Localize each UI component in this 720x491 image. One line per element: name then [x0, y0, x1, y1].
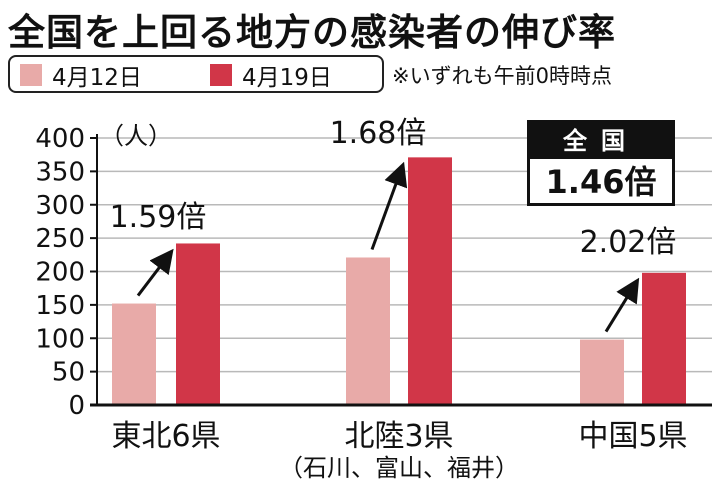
y-tick-label: 250 — [35, 224, 85, 254]
category-sublabel: （石川、富山、福井） — [279, 454, 519, 482]
category-label: 北陸3県 — [344, 419, 453, 454]
growth-arrow — [604, 277, 640, 333]
bar-apr12 — [346, 257, 390, 405]
ratio-label: 1.68倍 — [330, 116, 427, 151]
y-tick-label: 350 — [35, 157, 85, 187]
legend-swatch-apr19 — [210, 64, 232, 86]
y-tick-label: 300 — [35, 191, 85, 221]
ratio-label: 2.02倍 — [580, 225, 677, 260]
y-unit-label: （人） — [100, 122, 172, 150]
legend-item-apr12: 4月12日 — [20, 63, 142, 91]
y-tick-label: 0 — [68, 391, 85, 421]
legend-note: ※いずれも午前0時時点 — [392, 64, 612, 88]
y-tick-label: 50 — [52, 358, 85, 388]
y-tick-label: 100 — [35, 324, 85, 354]
national-ratio-box: 全国 1.46倍 — [527, 120, 675, 206]
legend-swatch-apr12 — [20, 64, 42, 86]
chart-title: 全国を上回る地方の感染者の伸び率 — [8, 11, 616, 54]
legend-label-apr19: 4月19日 — [242, 65, 332, 91]
bar-apr19 — [408, 157, 452, 405]
national-value: 1.46倍 — [545, 163, 657, 201]
ratio-label: 1.59倍 — [110, 200, 207, 235]
bar-apr12 — [580, 339, 624, 405]
category-label: 東北6県 — [111, 419, 220, 454]
growth-arrow — [136, 248, 174, 297]
y-tick-label: 200 — [35, 258, 85, 288]
bar-apr19 — [642, 272, 686, 405]
legend: 4月12日 4月19日 — [8, 55, 384, 93]
legend-label-apr12: 4月12日 — [52, 65, 142, 91]
category-label: 中国5県 — [578, 419, 687, 454]
growth-arrow — [370, 161, 408, 250]
bar-apr19 — [176, 243, 220, 405]
national-label: 全国 — [530, 123, 672, 159]
legend-item-apr19: 4月19日 — [210, 63, 332, 91]
y-tick-label: 150 — [35, 291, 85, 321]
bar-apr12 — [112, 303, 156, 405]
y-tick-label: 400 — [35, 124, 85, 154]
